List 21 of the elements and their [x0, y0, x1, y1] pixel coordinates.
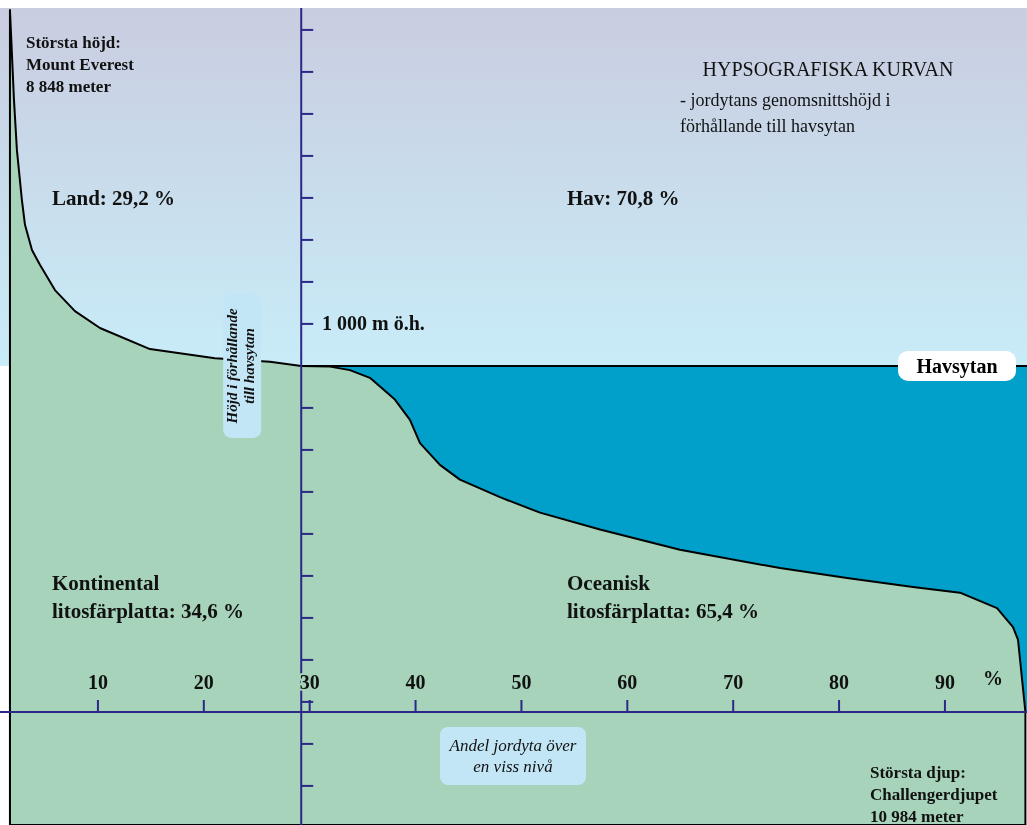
text: HYPSOGRAFISKA KURVAN: [702, 58, 954, 80]
x-tick-label: 90: [934, 671, 955, 693]
annotation: Kontinental litosfärplatta: 34,6 %: [52, 571, 244, 623]
annotation: Land: 29,2 %: [52, 186, 176, 210]
annotation: 1 000 m ö.h.: [322, 312, 425, 334]
annotation: Hav: 70,8 %: [567, 186, 680, 210]
x-tick-label: 70: [723, 671, 744, 693]
annotation: Oceanisk litosfärplatta: 65,4 %: [567, 571, 759, 623]
x-axis-title: Andel jordyta över en viss nivå: [448, 736, 577, 776]
text: Största djup: Challengerdjupet 10 984 meter: [870, 763, 998, 825]
x-tick-label: 60: [617, 671, 638, 693]
x-tick-label: 10: [87, 671, 108, 693]
ref-line-label: Havsytan: [916, 354, 998, 378]
x-tick-label: 40: [405, 671, 426, 693]
annotation: %: [983, 667, 1003, 689]
x-tick-label: 80: [829, 671, 850, 693]
annotation: Största höjd: Mount Everest 8 848 meter: [26, 33, 135, 96]
y-axis-title: Höjd i förhållande till havsytan: [224, 308, 258, 425]
x-tick-label: 50: [511, 671, 532, 693]
text: - jordytans genomsnittshöjd i förhållande till havsytan: [680, 90, 891, 136]
x-tick-label: 20: [193, 671, 214, 693]
